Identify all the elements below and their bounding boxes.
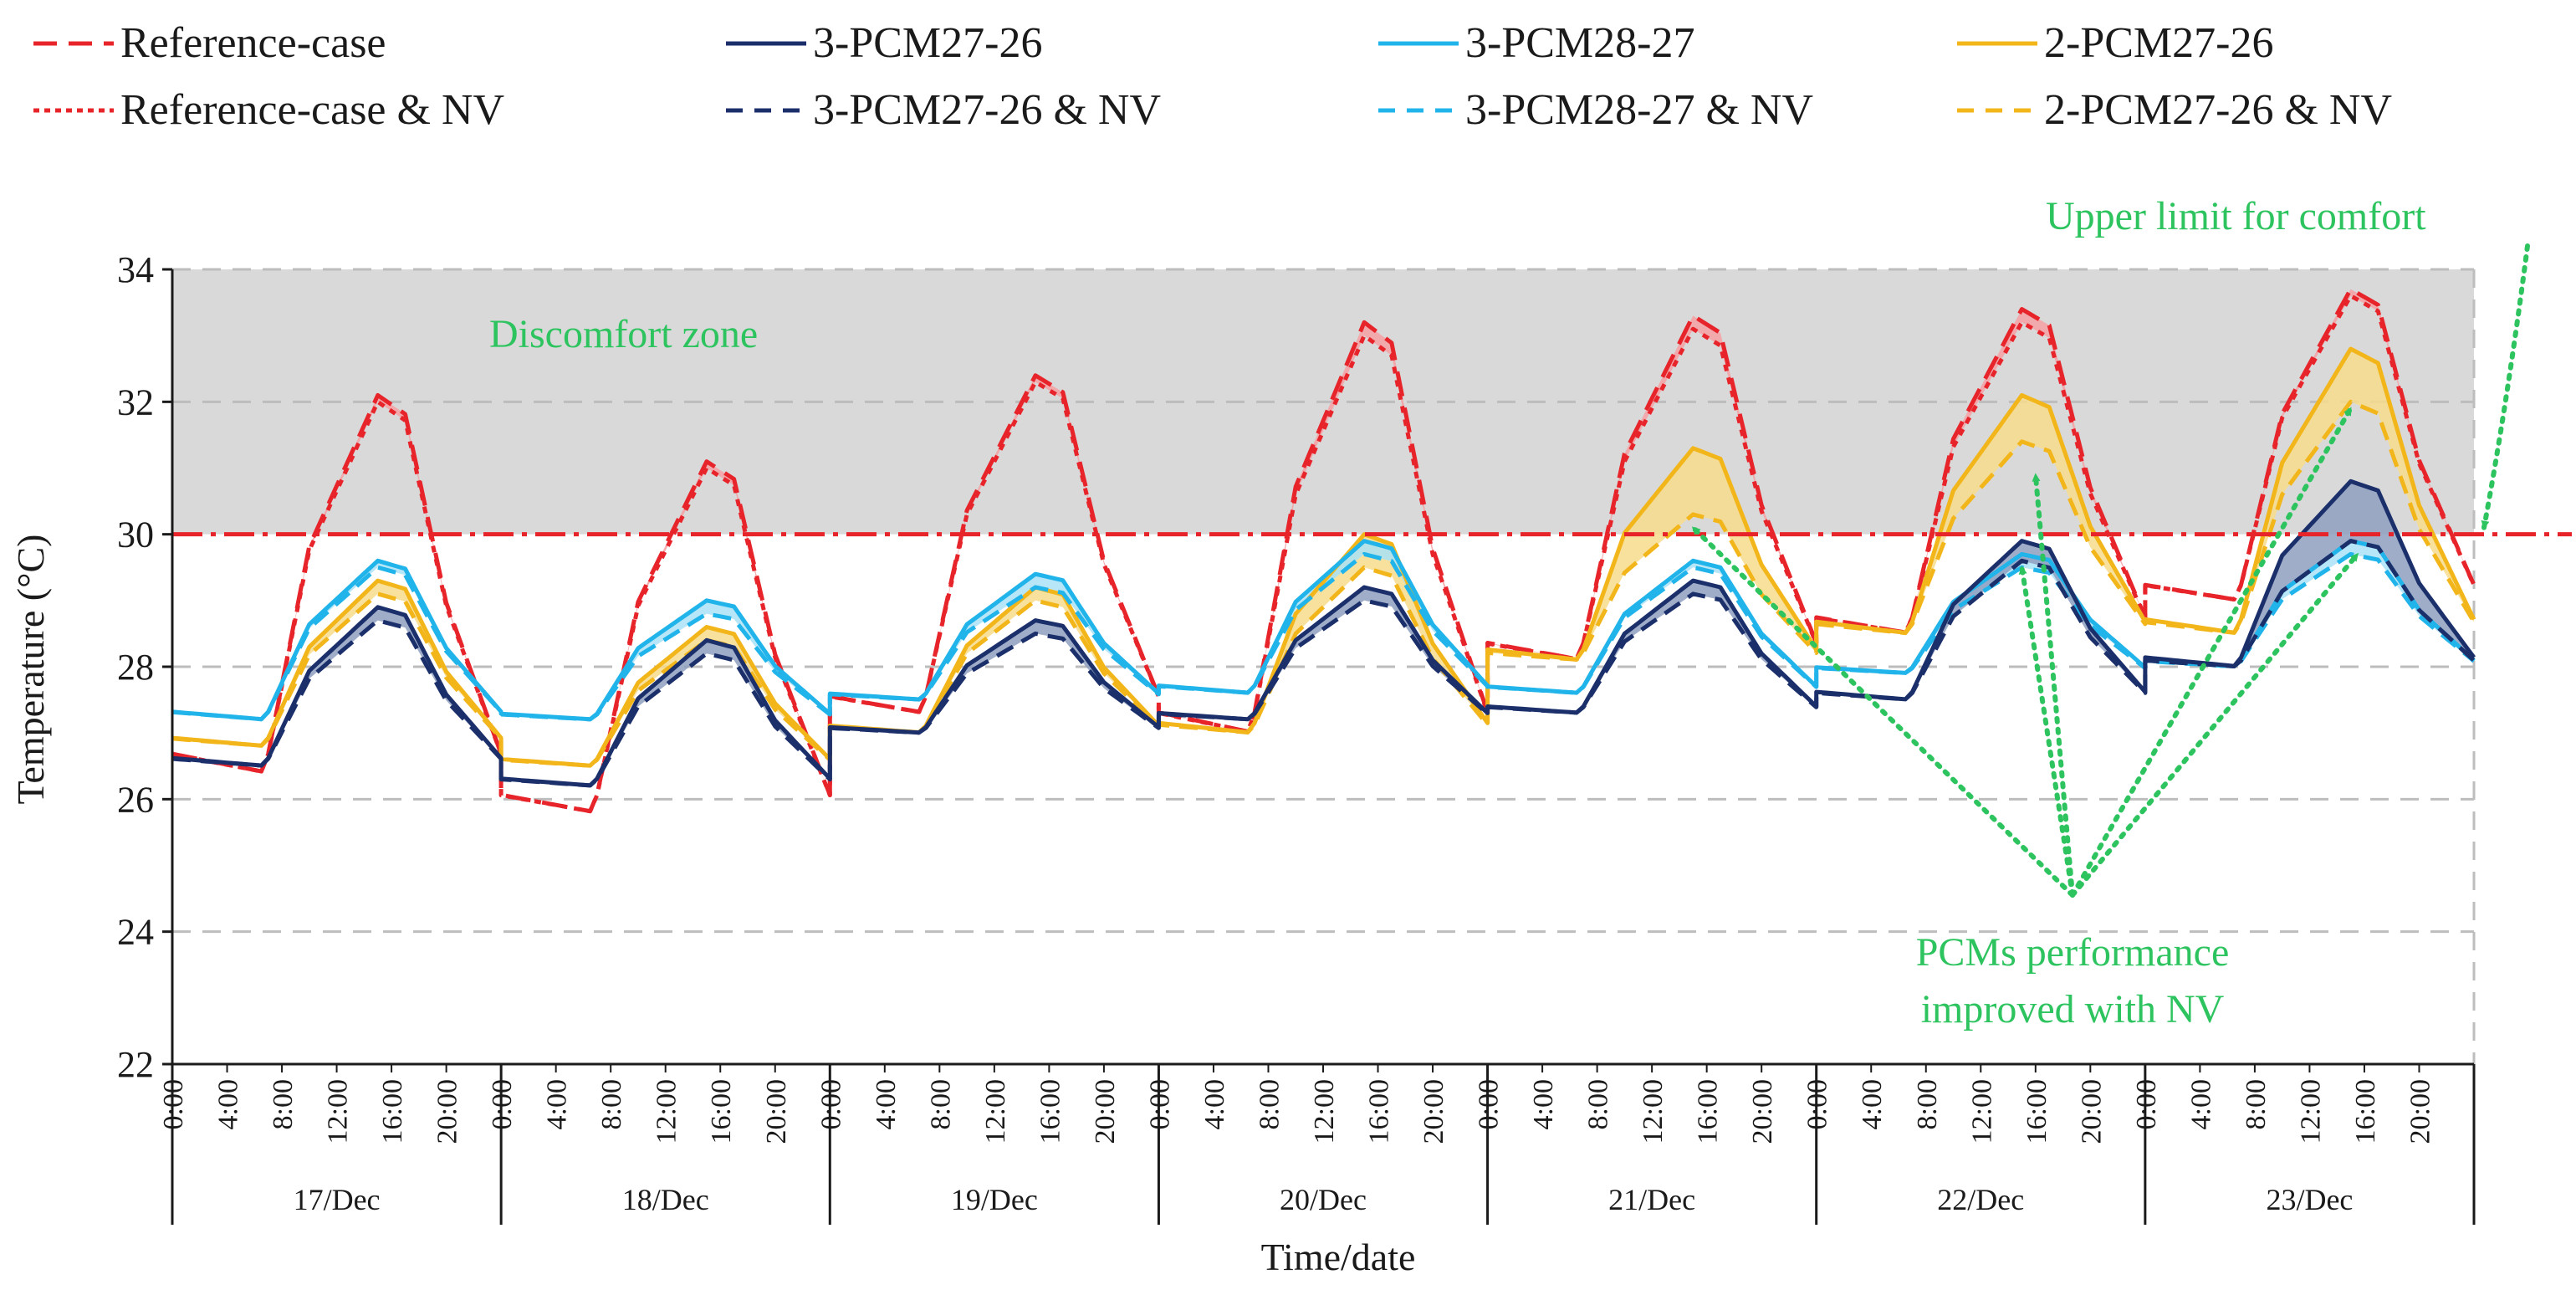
legend-label-6: 2-PCM27-26 (2044, 19, 2273, 67)
x-tick-label-4:00: 4:00 (2185, 1079, 2216, 1129)
x-tick-label-8:00: 8:00 (925, 1079, 956, 1129)
annotation-arrow-4 (2070, 551, 2360, 898)
x-tick-label-16:00: 16:00 (1693, 1079, 1724, 1144)
x-tick-label-4:00: 4:00 (1857, 1079, 1888, 1129)
day-label-20/Dec: 20/Dec (1280, 1183, 1367, 1216)
y-tick-label-32: 32 (117, 381, 154, 422)
day-label-19/Dec: 19/Dec (951, 1183, 1038, 1216)
x-tick-label-16:00: 16:00 (2021, 1079, 2052, 1144)
day-label-17/Dec: 17/Dec (294, 1183, 381, 1216)
y-tick-label-22: 22 (117, 1044, 154, 1085)
y-tick-label-28: 28 (117, 647, 154, 688)
annotation-arrow-0 (1690, 525, 2075, 898)
line-pcm_2_27_26-nv (171, 399, 2476, 768)
y-tick-label-24: 24 (117, 912, 154, 953)
day-label-23/Dec: 23/Dec (2266, 1183, 2353, 1216)
x-tick-label-4:00: 4:00 (213, 1079, 244, 1129)
series-lines (171, 287, 2476, 814)
x-tick-label-16:00: 16:00 (706, 1079, 737, 1144)
chart-legend: Reference-case Reference-case & NV 3-PCM27… (33, 19, 2392, 134)
x-tick-label-8:00: 8:00 (1254, 1079, 1285, 1129)
legend-label-3: 3-PCM27-26 & NV (813, 86, 1161, 134)
x-tick-label-12:00: 12:00 (980, 1079, 1011, 1144)
line-pcm_3_27_26-nv (171, 539, 2476, 788)
x-tick-label-8:00: 8:00 (268, 1079, 299, 1129)
annotation-arrow-1 (2018, 565, 2075, 898)
x-tick-label-12:00: 12:00 (2295, 1079, 2326, 1144)
legend-label-7: 2-PCM27-26 & NV (2044, 86, 2392, 134)
pcm-annotation-line1: PCMs performance (1916, 930, 2230, 975)
legend-label-5: 3-PCM28-27 & NV (1465, 86, 1813, 134)
line-pcm_3_28_27-nv (171, 551, 2476, 722)
day-labels: 17/Dec 18/Dec 19/Dec 20/Dec 21/Dec 22/Dec 23/D… (294, 1183, 2354, 1216)
x-tick-label-4:00: 4:00 (542, 1079, 573, 1129)
legend-label-0: Reference-case (120, 19, 386, 67)
x-tick-label-12:00: 12:00 (652, 1079, 682, 1144)
x-tick-label-8:00: 8:00 (1912, 1079, 1943, 1129)
x-tick-label-20:00: 20:00 (1747, 1079, 1778, 1144)
gridlines (172, 268, 2476, 1064)
x-tick-label-12:00: 12:00 (323, 1079, 354, 1144)
nv-difference-fills (172, 289, 2474, 811)
x-tick-label-8:00: 8:00 (2241, 1079, 2272, 1129)
x-tick-label-4:00: 4:00 (1528, 1079, 1559, 1129)
x-tick-labels: 0:00 4:00 8:00 12:00 16:00 20:00 0:00 4:00 8:00 1… (158, 1064, 2435, 1144)
x-tick-label-4:00: 4:00 (871, 1079, 902, 1129)
legend-label-1: Reference-case & NV (120, 86, 504, 134)
line-reference (171, 287, 2476, 814)
x-tick-label-20:00: 20:00 (2076, 1079, 2107, 1144)
x-tick-label-12:00: 12:00 (1309, 1079, 1340, 1144)
legend-label-4: 3-PCM28-27 (1465, 19, 1694, 67)
annotation-arrows (1690, 243, 2530, 898)
x-tick-label-0:00: 0:00 (487, 1079, 518, 1129)
day-label-21/Dec: 21/Dec (1608, 1183, 1695, 1216)
x-tick-label-20:00: 20:00 (432, 1079, 463, 1144)
x-tick-label-8:00: 8:00 (1583, 1079, 1614, 1129)
pcm-annotation-line2: improved with NV (1921, 987, 2225, 1031)
x-tick-label-20:00: 20:00 (2405, 1079, 2435, 1144)
x-tick-label-0:00: 0:00 (1474, 1079, 1505, 1129)
x-tick-label-16:00: 16:00 (1035, 1079, 1066, 1144)
x-tick-label-0:00: 0:00 (2131, 1079, 2162, 1129)
y-axis-title: Temperature (°C) (9, 535, 52, 805)
x-tick-label-12:00: 12:00 (1966, 1079, 1997, 1144)
upper-limit-arrow (2481, 243, 2530, 530)
annotation-arrow-3 (2070, 406, 2354, 898)
day-label-18/Dec: 18/Dec (622, 1183, 709, 1216)
x-tick-label-0:00: 0:00 (815, 1079, 846, 1129)
x-tick-label-8:00: 8:00 (596, 1079, 627, 1129)
x-tick-label-20:00: 20:00 (1090, 1079, 1121, 1144)
fill-pcm_2_27_26 (172, 349, 2474, 766)
x-tick-label-4:00: 4:00 (1199, 1079, 1230, 1129)
y-tick-label-30: 30 (117, 514, 154, 555)
x-tick-label-12:00: 12:00 (1638, 1079, 1669, 1144)
day-label-22/Dec: 22/Dec (1937, 1183, 2024, 1216)
legend-label-2: 3-PCM27-26 (813, 19, 1042, 67)
x-tick-label-0:00: 0:00 (1802, 1079, 1833, 1129)
x-tick-label-16:00: 16:00 (2350, 1079, 2381, 1144)
discomfort-zone-label: Discomfort zone (489, 312, 758, 356)
x-tick-label-0:00: 0:00 (1144, 1079, 1175, 1129)
x-axis-title: Time/date (1261, 1236, 1416, 1278)
y-tick-label-26: 26 (117, 779, 154, 820)
y-tick-labels: 22 24 26 28 30 32 34 (117, 249, 172, 1085)
x-tick-label-16:00: 16:00 (1364, 1079, 1395, 1144)
upper-limit-label: Upper limit for comfort (2046, 194, 2426, 238)
x-tick-label-0:00: 0:00 (158, 1079, 189, 1129)
x-tick-label-16:00: 16:00 (377, 1079, 408, 1144)
y-tick-label-34: 34 (117, 249, 154, 290)
x-tick-label-20:00: 20:00 (1418, 1079, 1449, 1144)
line-pcm_3_28_27 (171, 539, 2476, 722)
annotation-arrow-2 (2032, 472, 2075, 898)
x-tick-label-20:00: 20:00 (761, 1079, 792, 1144)
